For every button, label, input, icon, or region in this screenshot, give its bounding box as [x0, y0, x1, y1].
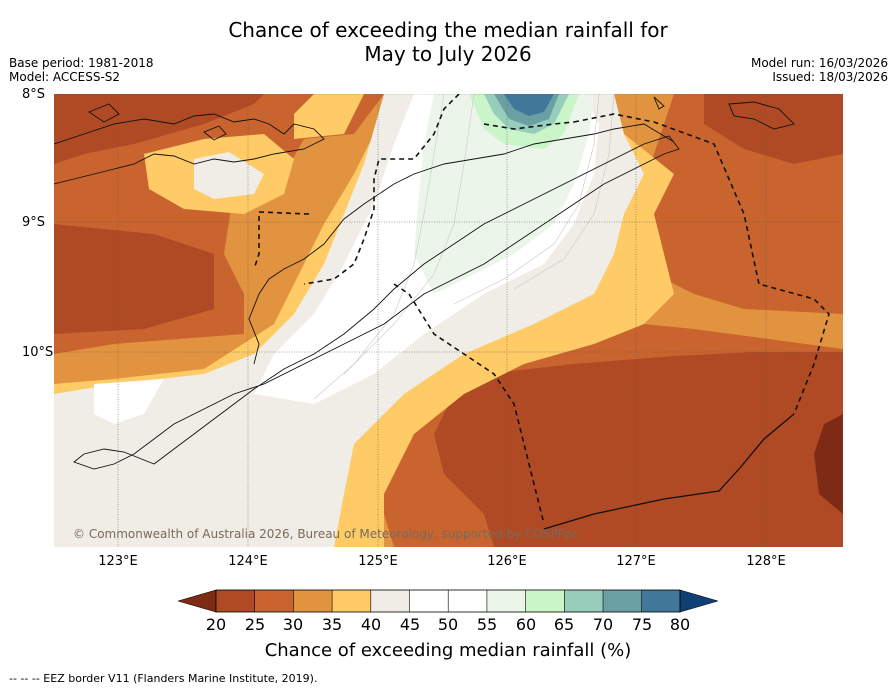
colorbar-dividers [254, 590, 643, 612]
meta-right: Model run: 16/03/2026 Issued: 18/03/2026 [751, 56, 888, 84]
lon-label-128e: 128°E [746, 554, 786, 569]
colorbar-tick-20: 20 [205, 615, 227, 634]
lon-label-125e: 125°E [358, 554, 398, 569]
colorbar-cell-60-65 [525, 590, 565, 612]
copyright-notice: © Commonwealth of Australia 2026, Bureau… [73, 527, 579, 541]
fill-below-20 [814, 414, 843, 514]
colorbar-cell-25-30 [254, 590, 294, 612]
fill-20-25-west [54, 224, 214, 334]
meta-left: Base period: 1981-2018 Model: ACCESS-S2 [9, 56, 154, 84]
colorbar-cell-35-40 [332, 590, 371, 612]
title-line-1: Chance of exceeding the median rainfall … [228, 18, 668, 42]
colorbar-cell-65-70 [564, 590, 603, 612]
eez-border [253, 94, 830, 525]
fill-20-25-northwest [54, 94, 264, 164]
colorbar-cell-75-80 [641, 590, 680, 612]
contour-lines [313, 94, 615, 400]
colorbar-tick-40: 40 [360, 615, 382, 634]
colorbar-tick-80: 80 [669, 615, 691, 634]
colorbar-cell-40-45 [370, 590, 410, 612]
lon-label-126e: 126°E [487, 554, 527, 569]
lat-label-8s: 8°S [22, 87, 46, 102]
colorbar-tick-25: 25 [244, 615, 266, 634]
model-name: Model: ACCESS-S2 [9, 70, 121, 84]
eez-footnote: -- -- -- EEZ border V11 (Flanders Marine… [9, 672, 318, 685]
colorbar-cell-50-55 [448, 590, 487, 612]
gridlines [54, 94, 843, 547]
fill-35-40-north [294, 94, 364, 139]
colorbar-tick-70: 70 [592, 615, 614, 634]
colorbar-cell-20-25 [216, 590, 255, 612]
colorbar-cell-55-60 [486, 590, 526, 612]
colorbar-tick-65: 65 [553, 615, 575, 634]
lon-label-124e: 124°E [228, 554, 268, 569]
colorbar-cell-45-50 [409, 590, 449, 612]
colorbar-tick-75: 75 [631, 615, 653, 634]
colorbar-tick-60: 60 [515, 615, 537, 634]
fill-20-25-south [434, 352, 843, 547]
colorbar-tick-45: 45 [399, 615, 421, 634]
eez-solid-segment [543, 413, 795, 530]
colorbar-cell-70-75 [603, 590, 642, 612]
lat-label-10s: 10°S [22, 345, 54, 360]
issued-date: Issued: 18/03/2026 [772, 70, 888, 84]
lon-label-123e: 123°E [98, 554, 138, 569]
colorbar [178, 589, 718, 613]
lat-label-9s: 9°S [22, 215, 46, 230]
colorbar-tick-35: 35 [321, 615, 343, 634]
colorbar-label: Chance of exceeding median rainfall (%) [264, 640, 632, 661]
colorbar-tick-50: 50 [437, 615, 459, 634]
colorbar-tick-55: 55 [476, 615, 498, 634]
fill-45-55-southwest [94, 379, 164, 424]
coastlines [54, 96, 795, 470]
model-run: Model run: 16/03/2026 [750, 56, 888, 70]
colorbar-frame [215, 589, 681, 613]
rainfall-map [54, 94, 843, 547]
colorbar-cell-30-35 [293, 590, 333, 612]
base-period: Base period: 1981-2018 [9, 56, 154, 70]
map-title: Chance of exceeding the median rainfall … [0, 18, 896, 66]
colorbar-arrow-high [679, 589, 718, 613]
colorbar-tick-30: 30 [282, 615, 304, 634]
lon-label-127e: 127°E [616, 554, 656, 569]
fill-75-80 [504, 94, 554, 116]
fill-40-45-northwest-blob [194, 152, 264, 199]
colorbar-arrow-low [178, 589, 217, 613]
title-line-2: May to July 2026 [364, 42, 532, 66]
